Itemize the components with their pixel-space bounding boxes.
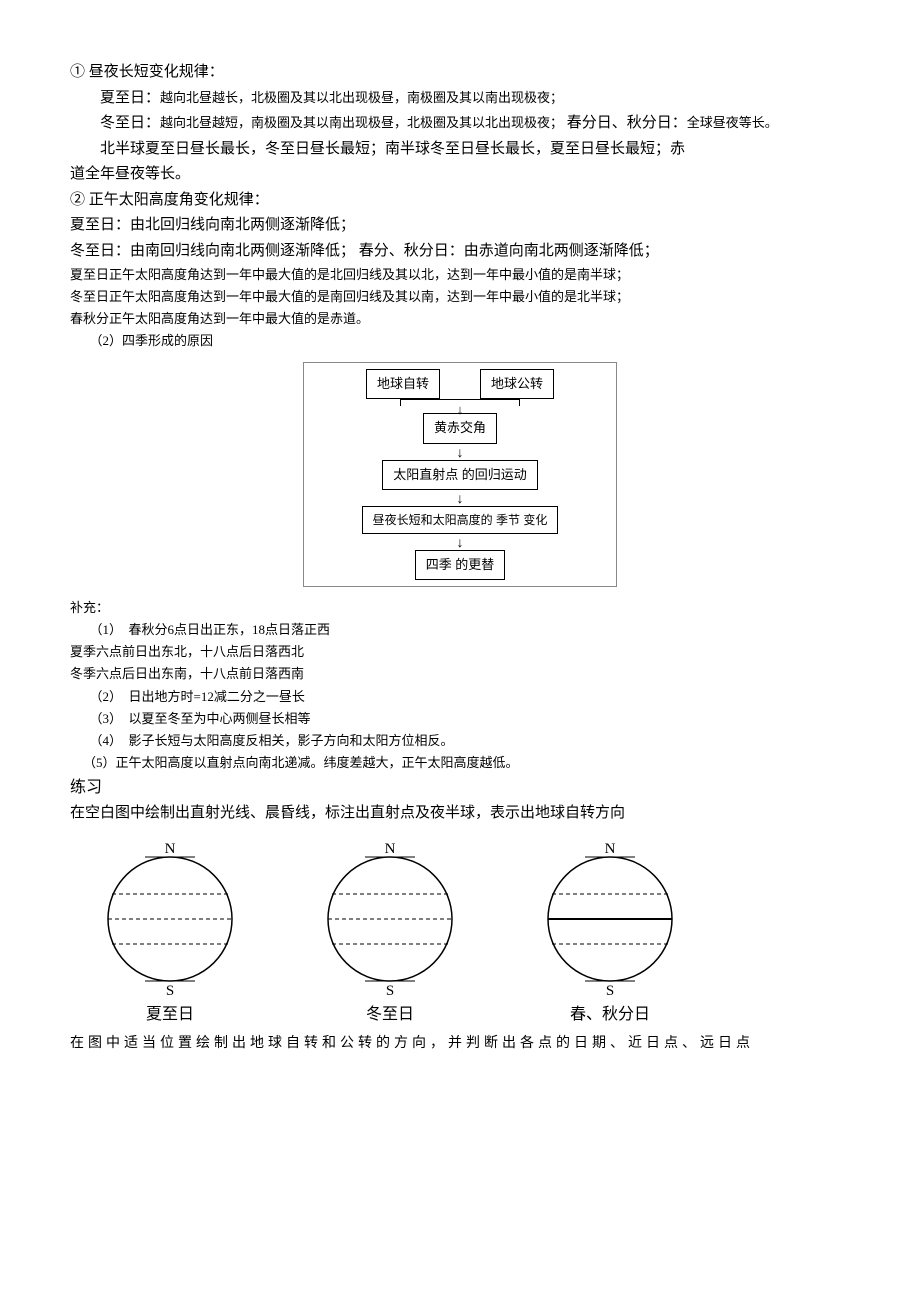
section-3-title: （2）四季形成的原因 — [70, 330, 850, 352]
supp-3: （3） 以夏至冬至为中心两侧昼长相等 — [70, 708, 850, 730]
practice-title: 练习 — [70, 774, 850, 801]
globe-3-label: 春、秋分日 — [530, 1001, 690, 1028]
s1-xia-text: 越向北昼越长，北极圈及其以北出现极昼，南极圈及其以南出现极夜； — [160, 90, 563, 105]
globes-row: N S 夏至日 N S 冬至日 N — [70, 839, 850, 1028]
s1-dong-label: 冬至日： — [100, 115, 160, 131]
globe-2-label: 冬至日 — [310, 1001, 470, 1028]
supp-5: （5）正午太阳高度以直射点向南北递减。纬度差越大，正午太阳高度越低。 — [70, 752, 850, 774]
s1-chunqiu-text: 全球昼夜等长。 — [687, 115, 778, 130]
section-2-title: ② 正午太阳高度角变化规律： — [70, 188, 850, 214]
s2-line-2b: 春分、秋分日：由赤道向南北两侧逐渐降低； — [355, 243, 659, 259]
flow-box-6: 四季 的更替 — [415, 550, 506, 580]
s2-small-3: 春秋分正午太阳高度角达到一年中最大值的是赤道。 — [70, 308, 850, 330]
flow-arrow-4: ↓ — [310, 535, 610, 549]
supp-4: （4） 影子长短与太阳高度反相关，影子方向和太阳方位相反。 — [70, 730, 850, 752]
svg-text:N: N — [385, 841, 396, 857]
globe-1-label: 夏至日 — [90, 1001, 250, 1028]
section-1-title: ① 昼夜长短变化规律： — [70, 60, 850, 86]
supp-title: 补充： — [70, 597, 850, 619]
s2-line-2: 冬至日：由南回归线向南北两侧逐渐降低； 春分、秋分日：由赤道向南北两侧逐渐降低； — [70, 239, 850, 265]
svg-text:S: S — [386, 983, 394, 999]
flow-arrow-2: ↓ — [310, 445, 610, 459]
globe-3: N S 春、秋分日 — [530, 839, 690, 1028]
supp-1c: 冬季六点后日出东南，十八点前日落西南 — [70, 663, 850, 685]
last-line: 在图中适当位置绘制出地球自转和公转的方向，并判断出各点的日期、近日点、远日点 — [70, 1032, 850, 1056]
s2-small-1: 夏至日正午太阳高度角达到一年中最大值的是北回归线及其以北，达到一年中最小值的是南… — [70, 264, 850, 286]
globe-s-label: S — [166, 983, 174, 999]
s2-small-2: 冬至日正午太阳高度角达到一年中最大值的是南回归线及其以南，达到一年中最小值的是北… — [70, 286, 850, 308]
s1-summary-1: 北半球夏至日昼长最长，冬至日昼长最短；南半球冬至日昼长最长，夏至日昼长最短；赤 — [70, 137, 850, 163]
globe-2: N S 冬至日 — [310, 839, 470, 1028]
svg-text:N: N — [605, 841, 616, 857]
s1-xia-line: 夏至日：越向北昼越长，北极圈及其以北出现极昼，南极圈及其以南出现极夜； — [70, 86, 850, 112]
svg-text:S: S — [606, 983, 614, 999]
s1-xia-label: 夏至日： — [100, 90, 160, 106]
globe-n-label: N — [165, 841, 176, 857]
supp-1b: 夏季六点前日出东北，十八点后日落西北 — [70, 641, 850, 663]
flowchart: 地球自转 地球公转 ↓ 黄赤交角 ↓ 太阳直射点 的回归运动 ↓ 昼夜长短和太阳… — [303, 362, 617, 587]
practice-q1: 在空白图中绘制出直射光线、晨昏线，标注出直射点及夜半球，表示出地球自转方向 — [70, 801, 850, 827]
globe-1: N S 夏至日 — [90, 839, 250, 1028]
s2-line-1: 夏至日：由北回归线向南北两侧逐渐降低； — [70, 213, 850, 239]
flow-box-1: 地球自转 — [366, 369, 440, 399]
flow-box-2: 地球公转 — [480, 369, 554, 399]
supp-2: （2） 日出地方时=12减二分之一昼长 — [70, 686, 850, 708]
flow-box-5: 昼夜长短和太阳高度的 季节 变化 — [362, 506, 559, 534]
s2-line-2a: 冬至日：由南回归线向南北两侧逐渐降低； — [70, 243, 355, 259]
supp-1: （1） 春秋分6点日出正东，18点日落正西 — [70, 619, 850, 641]
s1-summary-2: 道全年昼夜等长。 — [70, 162, 850, 188]
s1-dong-text: 越向北昼越短，南极圈及其以南出现极昼，北极圈及其以北出现极夜； — [160, 115, 563, 130]
flow-arrow-3: ↓ — [310, 491, 610, 505]
flow-merge: ↓ — [310, 399, 610, 413]
s1-dong-line: 冬至日：越向北昼越短，南极圈及其以南出现极昼，北极圈及其以北出现极夜； 春分日、… — [70, 111, 850, 137]
flow-box-4: 太阳直射点 的回归运动 — [382, 460, 538, 490]
s1-chunqiu-label: 春分日、秋分日： — [563, 115, 687, 131]
